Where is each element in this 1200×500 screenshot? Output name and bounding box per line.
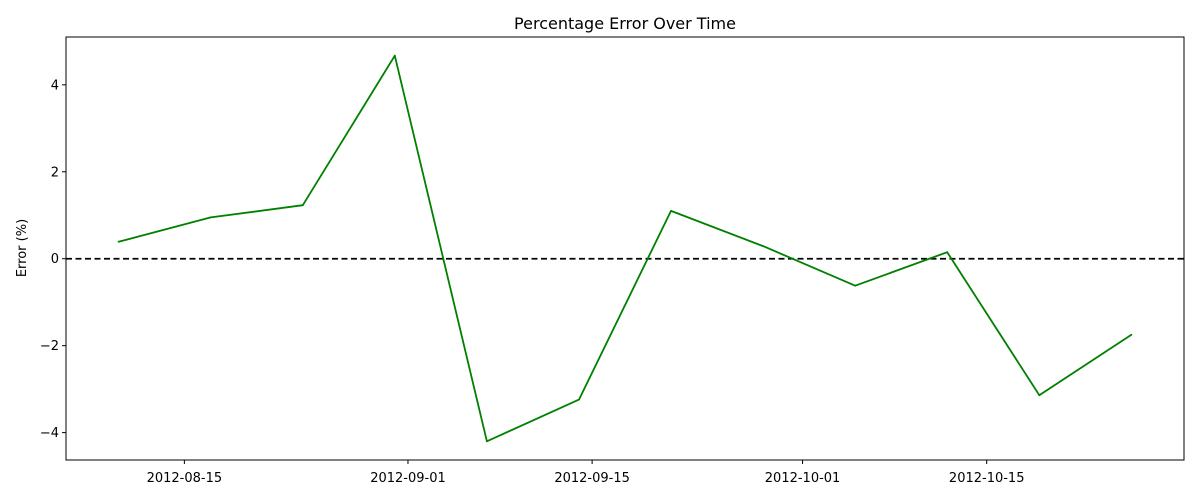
chart-title: Percentage Error Over Time — [514, 14, 736, 33]
data-point — [1038, 394, 1041, 397]
data-point — [209, 216, 212, 219]
data-point — [485, 440, 488, 443]
y-tick-label: 4 — [51, 78, 59, 93]
data-point — [1130, 333, 1133, 336]
y-tick-label: 0 — [51, 252, 59, 267]
error-series-line — [118, 54, 1132, 443]
data-point — [117, 240, 120, 243]
data-point — [393, 54, 396, 57]
data-point — [670, 209, 672, 212]
data-point — [301, 204, 304, 207]
y-tick-label: −4 — [40, 426, 59, 441]
x-tick-label: 2012-09-01 — [370, 471, 446, 486]
x-tick-label: 2012-09-15 — [554, 471, 630, 486]
data-point — [854, 284, 857, 287]
x-tick-label: 2012-08-15 — [147, 471, 223, 486]
data-point — [578, 398, 580, 401]
y-axis-label: Error (%) — [15, 219, 30, 277]
y-tick-label: −2 — [40, 339, 59, 354]
data-point — [946, 251, 949, 254]
plot-frame — [65, 36, 1185, 461]
data-point — [762, 245, 765, 248]
y-tick-label: 2 — [51, 165, 59, 180]
x-tick-label: 2012-10-15 — [949, 471, 1025, 486]
plot-area: −4 −2 0 2 4 2012-08-15 2012-09-01 2012-09-15 201… — [40, 54, 1184, 486]
x-tick-label: 2012-10-01 — [765, 471, 841, 486]
